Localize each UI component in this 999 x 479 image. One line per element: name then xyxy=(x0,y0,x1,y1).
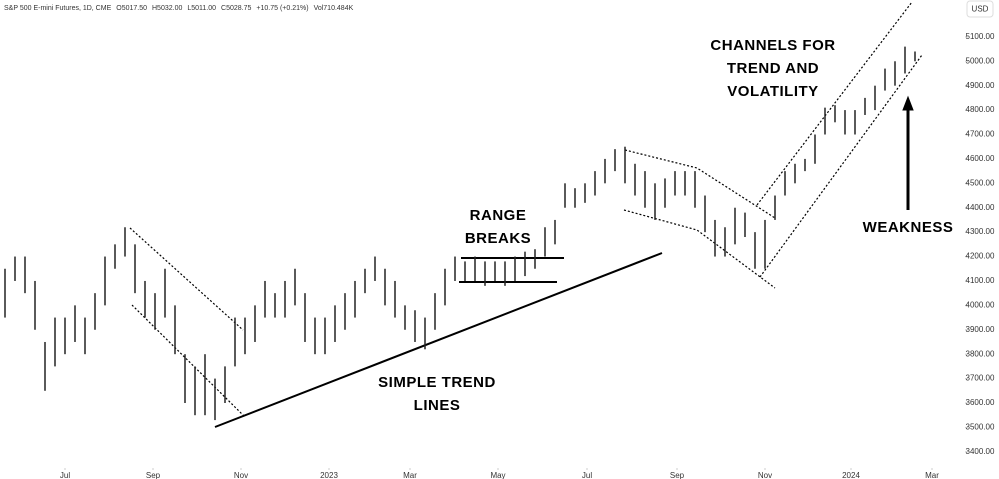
annotation: RANGE xyxy=(470,207,527,224)
annotation: VOLATILITY xyxy=(727,83,818,100)
y-tick-label: 4600.00 xyxy=(966,154,995,163)
arrow-head xyxy=(902,95,914,111)
annotation: SIMPLE TREND xyxy=(378,374,496,391)
y-tick-label: 3500.00 xyxy=(966,423,995,432)
header-text: +10.75 (+0.21%) xyxy=(256,5,308,12)
x-tick-label: 2024 xyxy=(842,471,860,479)
y-tick-label: 3900.00 xyxy=(966,325,995,334)
header-text: H5032.00 xyxy=(152,5,182,12)
x-tick-label: Mar xyxy=(925,471,939,479)
dotted-line xyxy=(624,149,776,219)
y-tick-label: 4000.00 xyxy=(966,300,995,309)
y-tick-label: 4300.00 xyxy=(966,227,995,236)
y-tick-label: 4500.00 xyxy=(966,178,995,187)
x-tick-label: Jul xyxy=(60,471,70,479)
x-tick-label: Sep xyxy=(146,471,161,479)
y-tick-label: 4700.00 xyxy=(966,130,995,139)
x-tick-label: Sep xyxy=(670,471,685,479)
annotation-lines xyxy=(129,1,923,428)
annotation: BREAKS xyxy=(465,230,531,247)
y-tick-label: 3700.00 xyxy=(966,374,995,383)
header-text: Vol710.484K xyxy=(314,5,354,12)
y-tick-label: 3800.00 xyxy=(966,349,995,358)
x-tick-label: 2023 xyxy=(320,471,338,479)
header-text: O5017.50 xyxy=(116,5,147,12)
y-tick-label: 4400.00 xyxy=(966,203,995,212)
header-text: S&P 500 E-mini Futures, 1D, CME xyxy=(4,5,112,12)
x-tick-label: Mar xyxy=(403,471,417,479)
y-tick-label: 3600.00 xyxy=(966,398,995,407)
y-tick-label: 4900.00 xyxy=(966,81,995,90)
annotation: CHANNELS FOR xyxy=(710,37,835,54)
dotted-line xyxy=(623,209,776,289)
y-tick-label: 5000.00 xyxy=(966,56,995,65)
y-tick-label: 4800.00 xyxy=(966,105,995,114)
annotation: TREND AND xyxy=(727,60,819,77)
dotted-line xyxy=(131,304,246,418)
y-tick-label: 4200.00 xyxy=(966,252,995,261)
header-text: L5011.00 xyxy=(187,5,216,12)
currency: USD xyxy=(972,5,989,14)
header-text: C5028.75 xyxy=(221,5,251,12)
dotted-line xyxy=(129,227,244,331)
currency-box xyxy=(966,0,994,18)
dotted-line xyxy=(756,1,913,206)
y-tick-label: 5100.00 xyxy=(966,32,995,41)
x-tick-label: May xyxy=(490,471,505,479)
annotation: WEAKNESS xyxy=(863,219,954,236)
y-tick-label: 4100.00 xyxy=(966,276,995,285)
annotation: LINES xyxy=(414,397,461,414)
x-tick-label: Nov xyxy=(758,471,772,479)
x-tick-label: Nov xyxy=(234,471,248,479)
y-tick-label: 3400.00 xyxy=(966,447,995,456)
x-tick-label: Jul xyxy=(582,471,592,479)
trend-line xyxy=(214,252,663,428)
dotted-line xyxy=(759,54,923,278)
